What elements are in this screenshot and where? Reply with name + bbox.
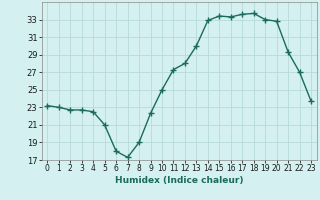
X-axis label: Humidex (Indice chaleur): Humidex (Indice chaleur) [115, 176, 244, 185]
